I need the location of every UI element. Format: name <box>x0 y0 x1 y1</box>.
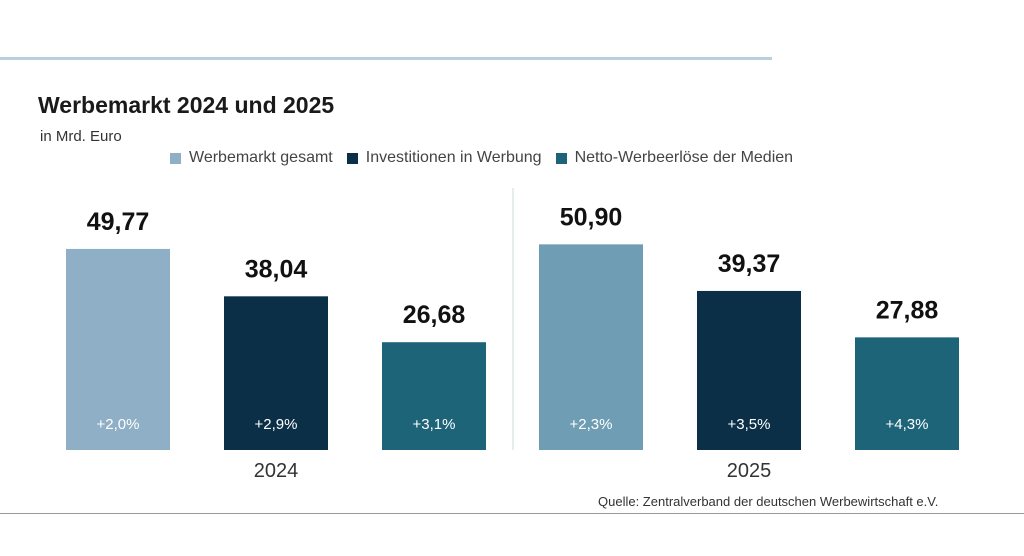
legend-swatch-werbemarkt-gesamt <box>170 152 181 164</box>
chart-title: Werbemarkt 2024 und 2025 <box>38 92 335 118</box>
legend-item-netto-werbeerloese: Netto-Werbeerlöse der Medien <box>555 149 794 167</box>
bottom-divider <box>0 513 1024 514</box>
source-note: Quelle: Zentralverband der deutschen Wer… <box>598 494 939 509</box>
legend-item-werbemarkt-gesamt: Werbemarkt gesamt <box>170 149 333 167</box>
category-label-2024: 2024 <box>254 460 299 482</box>
value-label-2024-series-3: 26,68 <box>403 301 466 329</box>
value-label-2024-series-1: 49,77 <box>87 208 150 236</box>
legend-swatch-netto-werbeerloese <box>555 152 567 164</box>
bar-2024-series-2 <box>224 296 328 450</box>
chart-subtitle: in Mrd. Euro <box>40 128 122 145</box>
change-label-2025-series-1: +2,3% <box>570 416 613 433</box>
legend-label-investitionen: Investitionen in Werbung <box>365 149 542 166</box>
value-label-2024-series-2: 38,04 <box>245 255 308 283</box>
value-label-2025-series-1: 50,90 <box>560 203 623 231</box>
legend-label-werbemarkt-gesamt: Werbemarkt gesamt <box>189 149 333 166</box>
bar-2025-series-3 <box>855 337 959 450</box>
legend-swatch-investitionen <box>346 152 358 164</box>
change-label-2024-series-1: +2,0% <box>97 416 140 433</box>
legend-item-investitionen: Investitionen in Werbung <box>346 149 542 167</box>
category-label-2025: 2025 <box>727 460 772 482</box>
top-divider <box>0 57 772 60</box>
legend-label-netto-werbeerloese: Netto-Werbeerlöse der Medien <box>574 149 794 166</box>
chart-legend: Werbemarkt gesamt Investitionen in Werbu… <box>170 149 793 167</box>
bar-2024-series-3 <box>382 342 486 450</box>
value-label-2025-series-2: 39,37 <box>718 250 781 278</box>
bar-2025-series-1 <box>539 244 643 450</box>
change-label-2025-series-2: +3,5% <box>728 416 771 433</box>
change-label-2024-series-2: +2,9% <box>255 416 298 433</box>
bar-2025-series-2 <box>697 290 801 450</box>
change-label-2024-series-3: +3,1% <box>413 416 456 433</box>
bar-2024-series-1 <box>66 248 170 450</box>
change-label-2025-series-3: +4,3% <box>886 416 929 433</box>
value-label-2025-series-3: 27,88 <box>876 296 939 324</box>
